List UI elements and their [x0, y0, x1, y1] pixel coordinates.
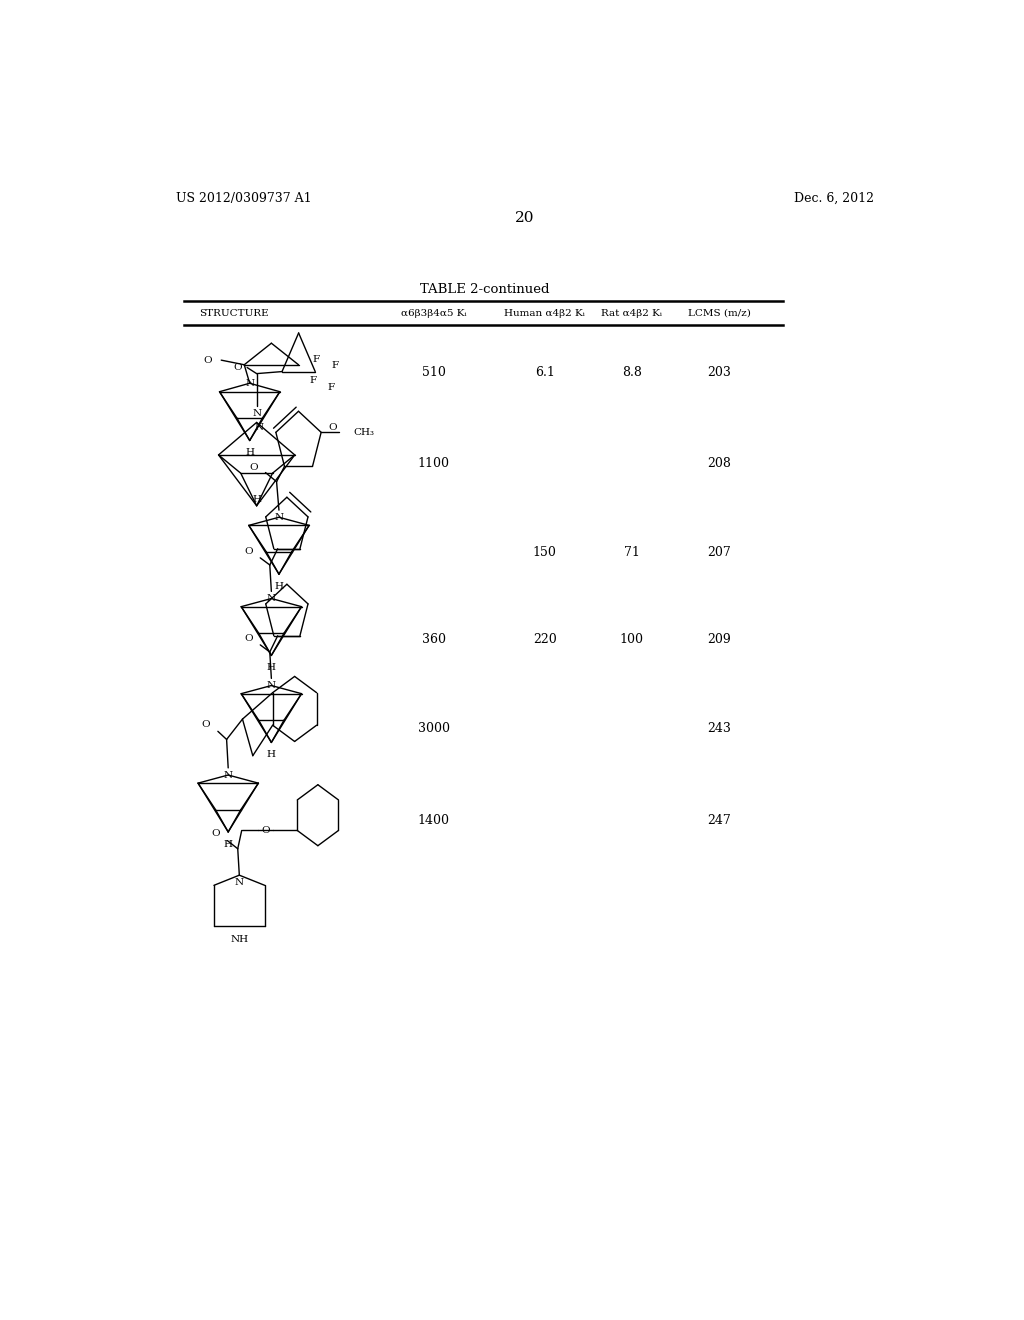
Text: O: O	[245, 548, 253, 556]
Text: N: N	[267, 594, 275, 603]
Text: US 2012/0309737 A1: US 2012/0309737 A1	[176, 191, 311, 205]
Text: 3000: 3000	[418, 722, 450, 735]
Text: N: N	[254, 422, 263, 432]
Text: 510: 510	[422, 366, 445, 379]
Text: H: H	[267, 750, 275, 759]
Text: 207: 207	[708, 545, 731, 558]
Text: NH: NH	[230, 935, 249, 944]
Text: 71: 71	[624, 545, 640, 558]
Text: N: N	[245, 379, 254, 388]
Text: O: O	[249, 463, 257, 473]
Text: LCMS (m/z): LCMS (m/z)	[688, 309, 751, 318]
Text: H: H	[245, 449, 254, 457]
Text: O: O	[328, 422, 337, 432]
Text: 220: 220	[532, 634, 556, 647]
Text: 1100: 1100	[418, 457, 450, 470]
Text: F: F	[312, 355, 319, 364]
Text: O: O	[233, 363, 243, 372]
Text: O: O	[261, 826, 270, 836]
Text: Dec. 6, 2012: Dec. 6, 2012	[794, 191, 873, 205]
Text: H: H	[274, 582, 284, 591]
Text: 203: 203	[708, 366, 731, 379]
Text: F: F	[309, 375, 316, 384]
Text: H: H	[267, 663, 275, 672]
Text: 360: 360	[422, 634, 445, 647]
Text: α6β3β4α5 Kᵢ: α6β3β4α5 Kᵢ	[400, 309, 466, 318]
Text: N: N	[274, 512, 284, 521]
Text: 20: 20	[515, 211, 535, 226]
Text: N: N	[234, 878, 244, 887]
Text: 243: 243	[708, 722, 731, 735]
Text: O: O	[203, 355, 212, 364]
Text: N: N	[223, 771, 232, 780]
Text: 1400: 1400	[418, 814, 450, 828]
Text: O: O	[202, 719, 210, 729]
Text: H: H	[223, 840, 232, 849]
Text: O: O	[212, 829, 220, 838]
Text: 8.8: 8.8	[622, 366, 642, 379]
Text: 150: 150	[532, 545, 557, 558]
Text: 247: 247	[708, 814, 731, 828]
Text: CH₃: CH₃	[353, 428, 374, 437]
Text: F: F	[332, 360, 339, 370]
Text: F: F	[328, 383, 335, 392]
Text: Rat α4β2 Kᵢ: Rat α4β2 Kᵢ	[601, 309, 663, 318]
Text: TABLE 2-continued: TABLE 2-continued	[421, 282, 550, 296]
Text: 100: 100	[620, 634, 644, 647]
Text: Human α4β2 Kᵢ: Human α4β2 Kᵢ	[504, 309, 585, 318]
Text: N: N	[252, 409, 261, 417]
Text: N: N	[267, 681, 275, 690]
Text: 209: 209	[708, 634, 731, 647]
Text: 208: 208	[708, 457, 731, 470]
Text: STRUCTURE: STRUCTURE	[200, 309, 269, 318]
Text: 6.1: 6.1	[535, 366, 555, 379]
Text: O: O	[245, 635, 253, 643]
Text: H: H	[252, 495, 261, 504]
